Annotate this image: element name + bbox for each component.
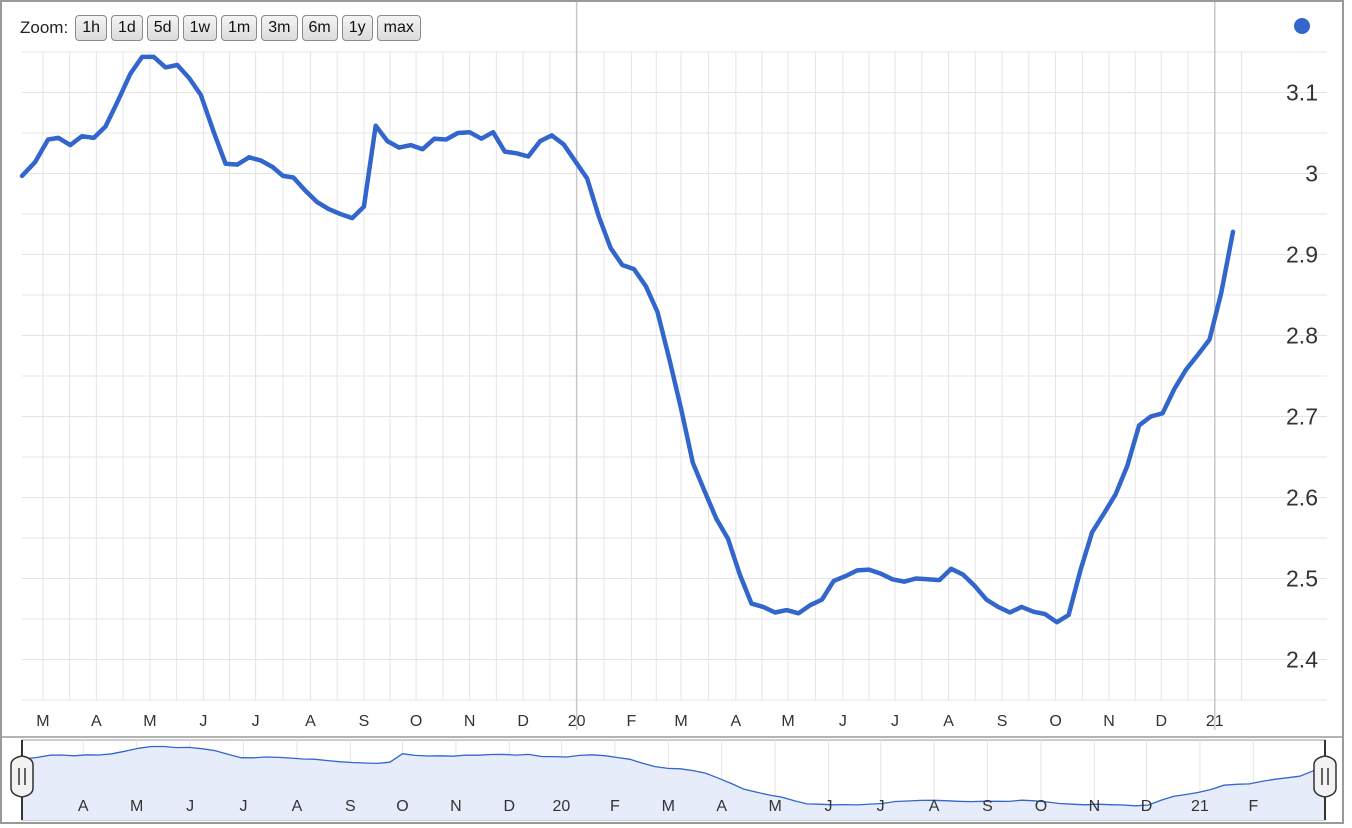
zoom-1d-button[interactable]: 1d <box>110 15 143 41</box>
navigator-tick-label: A <box>292 798 303 815</box>
navigator-tick-label: O <box>1035 798 1047 815</box>
x-tick-label: 20 <box>568 713 586 730</box>
zoom-5d-button[interactable]: 5d <box>146 15 179 41</box>
x-tick-label: S <box>997 713 1008 730</box>
navigator-tick-label: J <box>240 798 248 815</box>
plot-area <box>19 54 1236 625</box>
x-tick-label: J <box>252 713 260 730</box>
y-tick-label: 2.5 <box>1286 566 1318 592</box>
series-legend-dot <box>1294 18 1310 34</box>
series-line <box>19 54 1236 625</box>
navigator-tick-label: M <box>662 798 675 815</box>
navigator-tick-label: 21 <box>1191 798 1209 815</box>
x-tick-label: D <box>517 713 529 730</box>
right-range-handle[interactable] <box>1313 740 1337 820</box>
x-tick-label: M <box>143 713 156 730</box>
zoom-1h-button[interactable]: 1h <box>75 15 107 41</box>
zoom-bar: Zoom: 1h 1d 5d 1w 1m 3m 6m 1y max <box>20 14 421 42</box>
navigator-tick-label: A <box>78 798 89 815</box>
zoom-6m-button[interactable]: 6m <box>301 15 338 41</box>
x-tick-label: M <box>781 713 794 730</box>
navigator-tick-label: M <box>130 798 143 815</box>
grid <box>22 0 1327 730</box>
navigator-tick-label: A <box>929 798 940 815</box>
x-tick-label: S <box>359 713 370 730</box>
navigator-tick-label: J <box>186 798 194 815</box>
y-tick-label: 2.4 <box>1286 647 1318 673</box>
navigator-tick-label: F <box>1248 798 1258 815</box>
y-tick-label: 2.8 <box>1286 323 1318 349</box>
y-tick-label: 2.7 <box>1286 404 1318 430</box>
left-range-handle[interactable] <box>10 740 34 820</box>
navigator-tick-label: J <box>877 798 885 815</box>
navigator-tick-label: F <box>610 798 620 815</box>
handle-grip <box>10 755 34 798</box>
zoom-label: Zoom: <box>20 18 69 37</box>
navigator-tick-label: S <box>982 798 993 815</box>
x-tick-label: A <box>91 713 102 730</box>
navigator-tick-label: S <box>345 798 356 815</box>
navigator-tick-label: 20 <box>553 798 571 815</box>
zoom-1m-button[interactable]: 1m <box>221 15 258 41</box>
x-tick-label: M <box>36 713 49 730</box>
navigator-tick-label: J <box>825 798 833 815</box>
x-tick-label: 21 <box>1206 713 1224 730</box>
navigator-tick-label: N <box>450 798 462 815</box>
x-tick-label: A <box>943 713 954 730</box>
x-tick-label: J <box>891 713 899 730</box>
y-tick-label: 3.1 <box>1286 80 1318 106</box>
navigator-tick-label: D <box>1141 798 1153 815</box>
x-tick-label: A <box>730 713 741 730</box>
x-tick-label: O <box>1049 713 1061 730</box>
x-tick-label: N <box>464 713 476 730</box>
zoom-3m-button[interactable]: 3m <box>261 15 298 41</box>
zoom-1w-button[interactable]: 1w <box>182 15 218 41</box>
y-tick-label: 3 <box>1305 161 1318 187</box>
zoom-max-button[interactable]: max <box>376 15 421 41</box>
zoom-1y-button[interactable]: 1y <box>341 15 373 41</box>
x-axis: M A M J J A S O N D 20 F M A M J J A S O N D 21 <box>36 713 1224 730</box>
y-tick-label: 2.6 <box>1286 485 1318 511</box>
navigator-line <box>21 745 1326 807</box>
x-tick-label: A <box>305 713 316 730</box>
navigator-tick-label: M <box>768 798 781 815</box>
navigator-tick-label: N <box>1089 798 1101 815</box>
x-tick-label: F <box>627 713 637 730</box>
x-tick-label: O <box>410 713 422 730</box>
range-navigator[interactable]: A M J J A S O N D 20 F M A M J J A S O N D 21 F <box>10 739 1337 821</box>
navigator-tick-label: O <box>396 798 408 815</box>
y-tick-label: 2.9 <box>1286 242 1318 268</box>
navigator-tick-label: D <box>504 798 516 815</box>
x-tick-label: N <box>1103 713 1115 730</box>
x-tick-label: M <box>674 713 687 730</box>
y-axis: 3.1 3 2.9 2.8 2.7 2.6 2.5 2.4 <box>1286 80 1318 673</box>
x-tick-label: J <box>839 713 847 730</box>
x-tick-label: J <box>199 713 207 730</box>
handle-grip <box>1313 755 1337 798</box>
navigator-tick-label: A <box>716 798 727 815</box>
x-tick-label: D <box>1155 713 1167 730</box>
